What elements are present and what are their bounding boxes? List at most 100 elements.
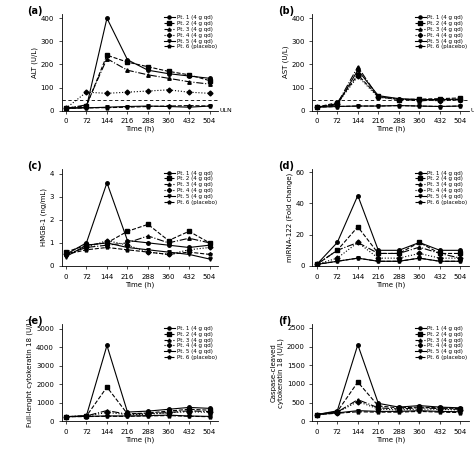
Pt. 1 (4 g qd)	[396, 405, 401, 410]
Pt. 4 (4 g qd)	[335, 255, 340, 261]
Pt. 4 (4 g qd)	[437, 407, 443, 412]
Pt. 4 (4 g qd)	[145, 411, 151, 417]
Pt. 6 (placebo)	[207, 103, 212, 109]
Pt. 5 (4 g qd)	[63, 106, 69, 111]
Legend: Pt. 1 (4 g qd), Pt. 2 (4 g qd), Pt. 3 (4 g qd), Pt. 4 (4 g qd), Pt. 5 (4 g qd), : Pt. 1 (4 g qd), Pt. 2 (4 g qd), Pt. 3 (4…	[163, 14, 217, 50]
Pt. 3 (4 g qd)	[145, 411, 151, 416]
Pt. 6 (placebo)	[207, 252, 212, 257]
Pt. 5 (4 g qd)	[417, 408, 422, 414]
Pt. 2 (4 g qd)	[166, 69, 172, 74]
Pt. 1 (4 g qd)	[145, 409, 151, 414]
Pt. 4 (4 g qd)	[186, 247, 192, 252]
Pt. 5 (4 g qd)	[417, 103, 422, 109]
Pt. 4 (4 g qd)	[314, 105, 319, 110]
Pt. 5 (4 g qd)	[437, 259, 443, 264]
Pt. 1 (4 g qd)	[457, 96, 463, 102]
Pt. 2 (4 g qd)	[417, 96, 422, 102]
Pt. 2 (4 g qd)	[125, 229, 130, 234]
Pt. 2 (4 g qd)	[166, 409, 172, 414]
Line: Pt. 4 (4 g qd): Pt. 4 (4 g qd)	[64, 410, 211, 419]
Pt. 4 (4 g qd)	[335, 101, 340, 106]
Pt. 6 (placebo)	[125, 247, 130, 252]
Pt. 1 (4 g qd)	[63, 106, 69, 111]
Pt. 4 (4 g qd)	[396, 407, 401, 413]
Pt. 2 (4 g qd)	[355, 379, 361, 385]
Pt. 6 (placebo)	[396, 410, 401, 415]
Pt. 4 (4 g qd)	[396, 255, 401, 261]
Pt. 2 (4 g qd)	[457, 251, 463, 256]
Pt. 1 (4 g qd)	[457, 248, 463, 253]
Pt. 5 (4 g qd)	[145, 413, 151, 419]
Pt. 4 (4 g qd)	[145, 88, 151, 94]
Pt. 5 (4 g qd)	[186, 105, 192, 110]
Line: Pt. 4 (4 g qd): Pt. 4 (4 g qd)	[64, 239, 211, 256]
Pt. 6 (placebo)	[63, 106, 69, 111]
Pt. 1 (4 g qd)	[417, 97, 422, 102]
Pt. 3 (4 g qd)	[375, 251, 381, 256]
Line: Pt. 6 (placebo): Pt. 6 (placebo)	[64, 104, 211, 110]
Pt. 1 (4 g qd)	[125, 410, 130, 415]
Pt. 3 (4 g qd)	[417, 245, 422, 250]
Pt. 4 (4 g qd)	[314, 262, 319, 267]
Pt. 1 (4 g qd)	[375, 93, 381, 98]
Pt. 3 (4 g qd)	[63, 106, 69, 111]
Pt. 5 (4 g qd)	[457, 259, 463, 264]
Text: ULN: ULN	[220, 108, 233, 113]
Pt. 3 (4 g qd)	[125, 411, 130, 417]
Pt. 6 (placebo)	[166, 413, 172, 418]
Line: Pt. 4 (4 g qd): Pt. 4 (4 g qd)	[64, 88, 211, 110]
Pt. 2 (4 g qd)	[355, 72, 361, 77]
Pt. 2 (4 g qd)	[125, 411, 130, 417]
Pt. 5 (4 g qd)	[437, 104, 443, 109]
Pt. 1 (4 g qd)	[125, 238, 130, 243]
Pt. 1 (4 g qd)	[396, 248, 401, 253]
Pt. 6 (placebo)	[335, 410, 340, 416]
Legend: Pt. 1 (4 g qd), Pt. 2 (4 g qd), Pt. 3 (4 g qd), Pt. 4 (4 g qd), Pt. 5 (4 g qd), : Pt. 1 (4 g qd), Pt. 2 (4 g qd), Pt. 3 (4…	[163, 325, 217, 361]
Text: (e): (e)	[27, 317, 43, 327]
Pt. 2 (4 g qd)	[335, 409, 340, 414]
Pt. 1 (4 g qd)	[145, 240, 151, 246]
Pt. 5 (4 g qd)	[355, 408, 361, 414]
Pt. 4 (4 g qd)	[63, 106, 69, 111]
Pt. 6 (placebo)	[145, 104, 151, 109]
Pt. 6 (placebo)	[437, 104, 443, 109]
Y-axis label: miRNA-122 (Fold change): miRNA-122 (Fold change)	[287, 173, 293, 262]
Pt. 5 (4 g qd)	[104, 105, 110, 110]
Pt. 5 (4 g qd)	[125, 104, 130, 109]
Pt. 6 (placebo)	[437, 259, 443, 264]
Pt. 5 (4 g qd)	[457, 409, 463, 414]
Pt. 4 (4 g qd)	[375, 95, 381, 100]
Pt. 3 (4 g qd)	[104, 56, 110, 61]
Pt. 1 (4 g qd)	[355, 193, 361, 198]
Pt. 5 (4 g qd)	[396, 409, 401, 414]
Pt. 2 (4 g qd)	[104, 53, 110, 58]
Pt. 3 (4 g qd)	[314, 412, 319, 417]
Pt. 6 (placebo)	[375, 259, 381, 264]
X-axis label: Time (h): Time (h)	[126, 281, 155, 288]
Pt. 1 (4 g qd)	[375, 400, 381, 406]
Pt. 2 (4 g qd)	[104, 384, 110, 390]
Pt. 6 (placebo)	[104, 105, 110, 111]
Pt. 1 (4 g qd)	[335, 102, 340, 108]
Pt. 6 (placebo)	[457, 259, 463, 264]
Pt. 2 (4 g qd)	[396, 251, 401, 256]
Pt. 4 (4 g qd)	[104, 91, 110, 96]
Pt. 6 (placebo)	[207, 414, 212, 419]
Pt. 1 (4 g qd)	[186, 73, 192, 79]
Pt. 4 (4 g qd)	[83, 414, 89, 419]
Pt. 1 (4 g qd)	[207, 76, 212, 81]
Line: Pt. 3 (4 g qd): Pt. 3 (4 g qd)	[64, 409, 211, 419]
Pt. 4 (4 g qd)	[207, 245, 212, 250]
Pt. 3 (4 g qd)	[375, 405, 381, 410]
Pt. 1 (4 g qd)	[396, 96, 401, 101]
Pt. 6 (placebo)	[83, 105, 89, 111]
Pt. 5 (4 g qd)	[417, 255, 422, 261]
Pt. 2 (4 g qd)	[63, 105, 69, 111]
Line: Pt. 1 (4 g qd): Pt. 1 (4 g qd)	[64, 344, 211, 419]
Pt. 6 (placebo)	[457, 410, 463, 415]
Pt. 4 (4 g qd)	[335, 410, 340, 415]
Pt. 5 (4 g qd)	[63, 414, 69, 419]
Pt. 1 (4 g qd)	[83, 105, 89, 110]
Pt. 5 (4 g qd)	[166, 412, 172, 418]
Pt. 4 (4 g qd)	[166, 87, 172, 92]
